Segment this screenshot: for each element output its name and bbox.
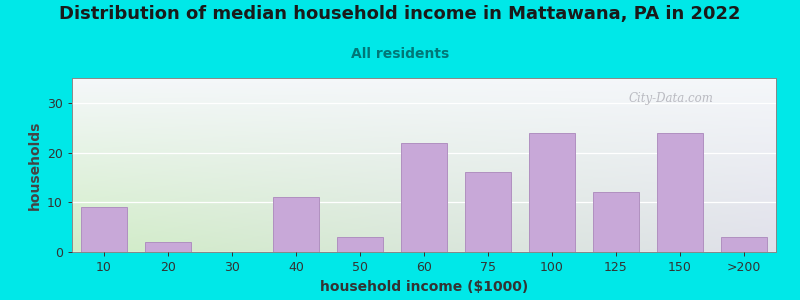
Text: All residents: All residents xyxy=(351,46,449,61)
Bar xyxy=(401,142,447,252)
Bar xyxy=(721,237,767,252)
X-axis label: household income ($1000): household income ($1000) xyxy=(320,280,528,294)
Bar xyxy=(465,172,511,252)
Bar xyxy=(657,133,703,252)
Bar xyxy=(529,133,575,252)
Bar xyxy=(593,192,639,252)
Text: City-Data.com: City-Data.com xyxy=(628,92,713,105)
Bar xyxy=(273,197,319,252)
Bar xyxy=(337,237,383,252)
Bar xyxy=(145,242,191,252)
Bar xyxy=(81,207,127,252)
Text: Distribution of median household income in Mattawana, PA in 2022: Distribution of median household income … xyxy=(59,4,741,22)
Y-axis label: households: households xyxy=(27,120,42,210)
